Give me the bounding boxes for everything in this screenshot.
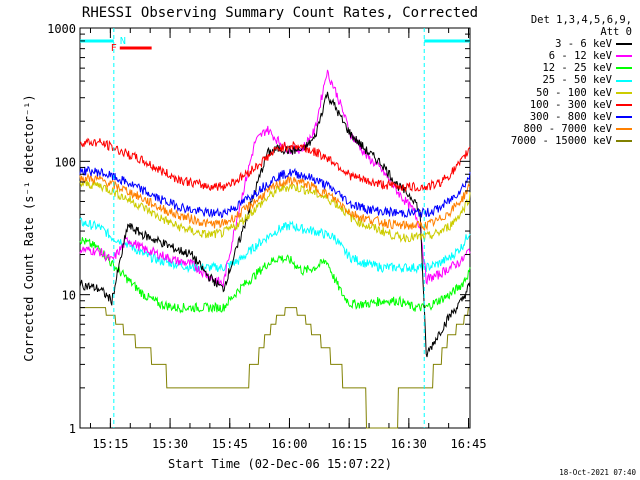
legend-swatch <box>616 103 632 106</box>
legend-swatch <box>616 43 632 46</box>
night-marker-label: N <box>120 36 126 47</box>
y-tick-label: 1000 <box>47 22 76 36</box>
series-line <box>80 307 470 429</box>
legend-label: 800 - 7000 keV <box>523 122 612 135</box>
legend-label: 6 - 12 keV <box>548 50 612 63</box>
series-line <box>79 217 471 275</box>
chart-title: RHESSI Observing Summary Count Rates, Co… <box>82 5 478 21</box>
legend-label: 300 - 800 keV <box>529 110 612 123</box>
x-axis-label: Start Time (02-Dec-06 15:07:22) <box>168 457 392 471</box>
legend-entries: 3 - 6 keV 6 - 12 keV 12 - 25 keV 25 - 50 ke… <box>482 38 632 147</box>
legend-entry: 300 - 800 keV <box>482 111 632 123</box>
series-line <box>79 237 471 314</box>
legend-swatch <box>616 127 632 130</box>
series-line <box>79 69 471 288</box>
legend-swatch <box>616 67 632 70</box>
legend-label: 100 - 300 keV <box>529 98 612 111</box>
flare-marker-label: F <box>111 43 117 54</box>
y-tick-label: 100 <box>54 155 76 169</box>
plot-frame <box>79 27 471 429</box>
observing-markers: NF <box>80 28 470 428</box>
legend: Det 1,3,4,5,6,9, Att 0 3 - 6 keV 6 - 12 k… <box>482 14 632 147</box>
legend-swatch <box>616 91 632 94</box>
legend-entry: 3 - 6 keV <box>482 38 632 50</box>
y-axis-ticks: 1 10 100 1000 <box>47 22 470 436</box>
legend-entry: 50 - 100 keV <box>482 87 632 99</box>
legend-entry: 12 - 25 keV <box>482 62 632 74</box>
series-line <box>79 166 471 219</box>
x-tick-label: 16:45 <box>450 437 486 451</box>
series-line <box>79 172 471 232</box>
x-tick-label: 15:45 <box>212 437 248 451</box>
generated-timestamp: 18-Oct-2021 07:40 <box>559 468 636 477</box>
y-tick-label: 10 <box>62 289 76 303</box>
series-line <box>79 137 471 193</box>
x-tick-label: 15:30 <box>152 437 188 451</box>
x-tick-label: 16:00 <box>271 437 307 451</box>
legend-entry: 25 - 50 keV <box>482 74 632 86</box>
legend-swatch <box>616 139 632 142</box>
series-line <box>79 180 471 243</box>
legend-label: 7000 - 15000 keV <box>510 134 612 147</box>
y-tick-label: 1 <box>69 422 76 436</box>
legend-entry: 7000 - 15000 keV <box>482 135 632 147</box>
x-axis-ticks: 15:15 15:30 15:45 16:00 16:15 16:30 16:45 <box>89 28 487 451</box>
legend-swatch <box>616 79 632 82</box>
y-axis-label: Corrected Count Rate (s⁻¹ detector⁻¹) <box>22 94 36 361</box>
legend-swatch <box>616 55 632 58</box>
legend-label: 25 - 50 keV <box>542 74 612 87</box>
legend-header-line-2: Att 0 <box>600 26 632 39</box>
legend-entry: 6 - 12 keV <box>482 50 632 62</box>
legend-entry: 800 - 7000 keV <box>482 123 632 135</box>
x-tick-label: 15:15 <box>92 437 128 451</box>
legend-label: 50 - 100 keV <box>536 86 612 99</box>
legend-label: 3 - 6 keV <box>555 38 612 51</box>
x-tick-label: 16:15 <box>331 437 367 451</box>
legend-label: 12 - 25 keV <box>542 62 612 75</box>
legend-header-line-1: Det 1,3,4,5,6,9, <box>530 14 632 26</box>
series-lines <box>79 69 471 429</box>
legend-swatch <box>616 115 632 118</box>
x-tick-label: 16:30 <box>391 437 427 451</box>
legend-entry: 100 - 300 keV <box>482 99 632 111</box>
